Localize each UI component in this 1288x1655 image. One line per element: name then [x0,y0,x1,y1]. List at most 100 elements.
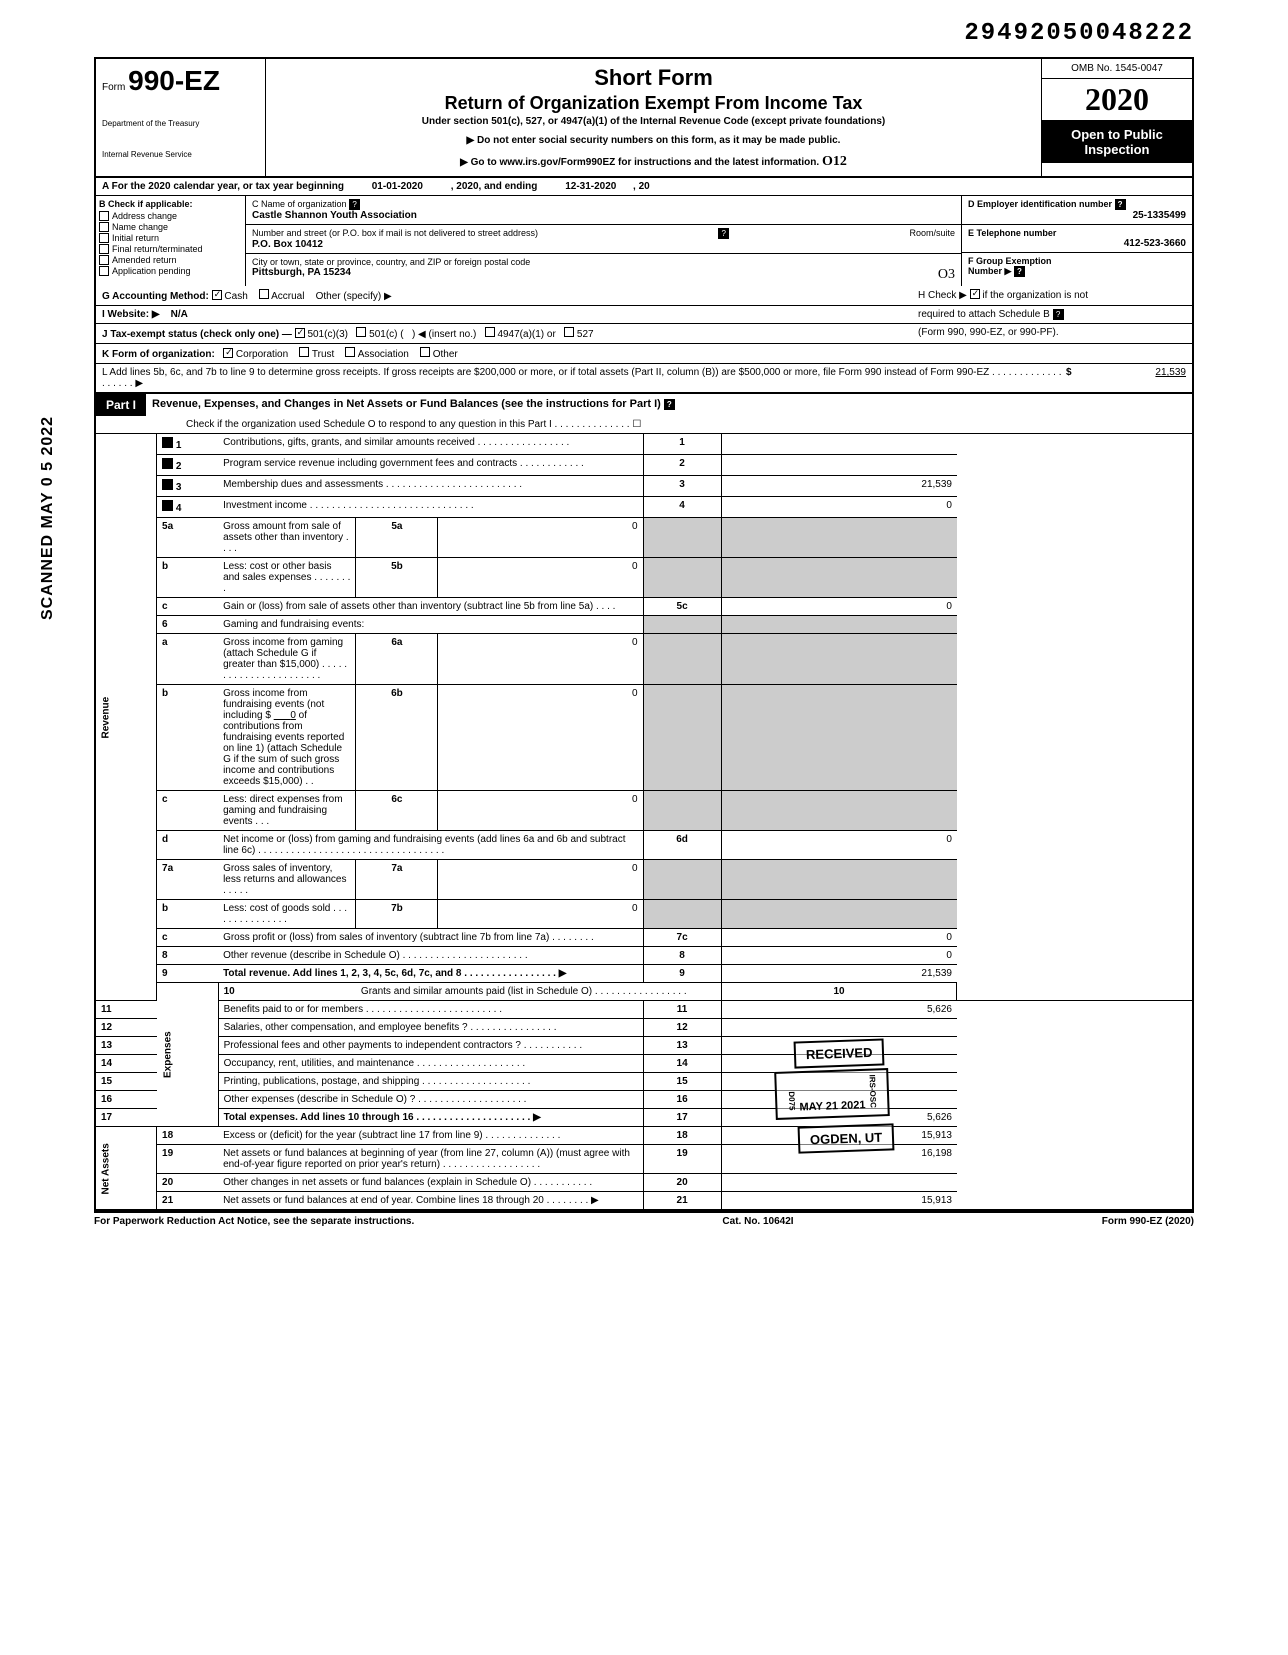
footer-left: For Paperwork Reduction Act Notice, see … [94,1216,414,1227]
cb-accrual[interactable] [259,289,269,299]
line-5b: b Less: cost or other basis and sales ex… [95,558,1193,598]
footer-mid: Cat. No. 10642I [722,1216,793,1227]
line-6b: b Gross income from fundraising events (… [95,685,1193,791]
side-netassets: Net Assets [95,1127,157,1211]
org-city: Pittsburgh, PA 15234 [252,267,351,283]
section-bcd: B Check if applicable: Address change Na… [94,196,1194,286]
cb-final-return[interactable]: Final return/terminated [99,244,242,254]
tax-year-begin: 01-01-2020 [372,181,423,192]
stamp-date: D075 MAY 21 2021 IRS-OSC [774,1068,890,1120]
stamp-received: RECEIVED [793,1038,884,1068]
help-icon[interactable] [162,479,173,490]
cb-association[interactable] [345,347,355,357]
cb-4947[interactable] [485,327,495,337]
help-icon[interactable]: ? [349,199,360,210]
footer-right: Form 990-EZ (2020) [1102,1216,1194,1227]
cb-501c[interactable] [356,327,366,337]
ein: 25-1335499 [968,210,1186,221]
form-number: Form 990-EZ [102,65,259,97]
line-18: Net Assets 18 Excess or (deficit) for th… [95,1127,1193,1145]
cb-501c3[interactable] [295,328,305,338]
phone: 412-523-3660 [968,238,1186,249]
cb-schedule-b[interactable] [970,289,980,299]
cb-address-change[interactable]: Address change [99,211,242,221]
help-icon[interactable]: ? [718,228,729,239]
line-11: 11 Benefits paid to or for members . . .… [95,1001,1193,1019]
help-icon[interactable]: ? [1014,266,1025,277]
cb-name-change[interactable]: Name change [99,222,242,232]
line-7a: 7a Gross sales of inventory, less return… [95,860,1193,900]
cb-cash[interactable] [212,290,222,300]
row-i: I Website: ▶ N/A [96,306,912,323]
help-icon[interactable] [162,500,173,511]
line-4: 4 Investment income . . . . . . . . . . … [95,497,1193,518]
line-6a: a Gross income from gaming (attach Sched… [95,634,1193,685]
header-left: Form 990-EZ Department of the Treasury I… [96,59,266,176]
line-13: 13 Professional fees and other payments … [95,1037,1193,1055]
part1-table: Revenue 1 Contributions, gifts, grants, … [94,434,1194,1211]
stamp-ogden: OGDEN, UT [797,1123,894,1153]
e-phone-row: E Telephone number 412-523-3660 [962,225,1192,253]
line-2: 2 Program service revenue including gove… [95,455,1193,476]
page-footer: For Paperwork Reduction Act Notice, see … [94,1211,1194,1227]
row-j: J Tax-exempt status (check only one) — 5… [96,324,912,343]
cb-corporation[interactable] [223,348,233,358]
dept-irs: Internal Revenue Service [102,150,259,159]
c-name-row: C Name of organization ? Castle Shannon … [246,196,961,225]
cb-application-pending[interactable]: Application pending [99,266,242,276]
b-header: B Check if applicable: [99,199,242,209]
cb-trust[interactable] [299,347,309,357]
row-h-cont: required to attach Schedule B ? [912,306,1192,323]
line-15: 15 Printing, publications, postage, and … [95,1073,1193,1091]
row-l: L Add lines 5b, 6c, and 7b to line 9 to … [94,364,1194,394]
line-10: Expenses 10 Grants and similar amounts p… [95,983,1193,1001]
line-3: 3 Membership dues and assessments . . . … [95,476,1193,497]
scanned-stamp: SCANNED MAY 0 5 2022 [39,416,57,620]
line-17: 17 Total expenses. Add lines 10 through … [95,1109,1193,1127]
line-5a: 5a Gross amount from sale of assets othe… [95,518,1193,558]
help-icon[interactable]: ? [1115,199,1126,210]
handwritten-o12: O12 [822,154,847,169]
tax-year-end: 12-31-2020 [565,181,616,192]
form-page: SCANNED MAY 0 5 2022 29492050048222 Form… [94,20,1194,1227]
line-6d: d Net income or (loss) from gaming and f… [95,831,1193,860]
header-mid: Short Form Return of Organization Exempt… [266,59,1042,176]
side-expenses: Expenses [157,983,219,1127]
line-12: 12 Salaries, other compensation, and emp… [95,1019,1193,1037]
d-ein-row: D Employer identification number ? 25-13… [962,196,1192,225]
line-9: 9 Total revenue. Add lines 1, 2, 3, 4, 5… [95,965,1193,983]
row-k: K Form of organization: Corporation Trus… [94,344,1194,364]
tax-year: 2020 [1042,79,1192,121]
row-g: G Accounting Method: Cash Accrual Other … [96,286,912,305]
line-7c: c Gross profit or (loss) from sales of i… [95,929,1193,947]
org-street: P.O. Box 10412 [252,239,955,250]
part1-label: Part I [96,394,146,416]
row-h: H Check ▶ if the organization is not [912,286,1192,305]
help-icon: ? [664,399,675,410]
row-a-calendar-year: A For the 2020 calendar year, or tax yea… [94,178,1194,196]
line-16: 16 Other expenses (describe in Schedule … [95,1091,1193,1109]
cb-527[interactable] [564,327,574,337]
help-icon[interactable]: ? [1053,309,1064,320]
arrow-ssn: ▶ Do not enter social security numbers o… [276,135,1031,146]
arrow-goto: ▶ Go to www.irs.gov/Form990EZ for instru… [276,154,1031,170]
line-20: 20 Other changes in net assets or fund b… [95,1174,1193,1192]
part1-title: Revenue, Expenses, and Changes in Net As… [146,394,1192,416]
subtitle: Under section 501(c), 527, or 4947(a)(1)… [276,116,1031,127]
line-8: 8 Other revenue (describe in Schedule O)… [95,947,1193,965]
side-revenue: Revenue [95,434,157,1001]
form-label: Form [102,82,125,93]
cb-initial-return[interactable]: Initial return [99,233,242,243]
help-icon[interactable] [162,437,173,448]
line-14: 14 Occupancy, rent, utilities, and maint… [95,1055,1193,1073]
form-header: Form 990-EZ Department of the Treasury I… [94,57,1194,178]
handwritten-o3: O3 [938,267,955,283]
part1-header: Part I Revenue, Expenses, and Changes in… [94,394,1194,416]
cb-amended-return[interactable]: Amended return [99,255,242,265]
section-b: B Check if applicable: Address change Na… [96,196,246,286]
cb-other-org[interactable] [420,347,430,357]
website: N/A [171,309,188,320]
line-19: 19 Net assets or fund balances at beginn… [95,1145,1193,1174]
help-icon[interactable] [162,458,173,469]
f-group-row: F Group Exemption Number ▶ ? [962,253,1192,280]
